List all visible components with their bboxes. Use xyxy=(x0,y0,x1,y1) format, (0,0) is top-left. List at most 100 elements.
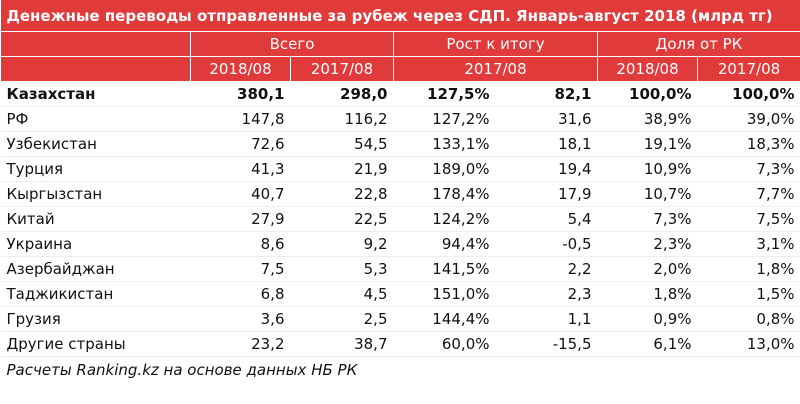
cell: 82,1 xyxy=(495,81,598,107)
table-row: Кыргызстан 40,7 22,8 178,4% 17,9 10,7% 7,7% xyxy=(0,181,800,207)
cell: 2,2 xyxy=(495,256,598,282)
cell: 38,9% xyxy=(597,106,698,132)
title: Денежные переводы отправленные за рубеж … xyxy=(0,0,800,32)
cell: 1,5% xyxy=(697,281,800,307)
group-header: Доля от РК xyxy=(596,31,800,57)
sub-header: 2018/08 xyxy=(597,56,698,82)
cell: 178,4% xyxy=(393,181,496,207)
cell: 94,4% xyxy=(393,231,496,257)
cell: 3,6 xyxy=(190,306,291,332)
cell: 298,0 xyxy=(290,81,394,107)
table-row: Азербайджан 7,5 5,3 141,5% 2,2 2,0% 1,8% xyxy=(0,256,800,282)
row-label: Другие страны xyxy=(0,331,191,357)
header-row: 2018/08 2017/08 2017/08 2018/08 2017/08 xyxy=(0,56,800,82)
cell: 127,2% xyxy=(393,106,496,132)
cell: 7,3% xyxy=(597,206,698,232)
cell: 6,1% xyxy=(597,331,698,357)
table-row: Грузия 3,6 2,5 144,4% 1,1 0,9% 0,8% xyxy=(0,306,800,332)
table-row: РФ 147,8 116,2 127,2% 31,6 38,9% 39,0% xyxy=(0,106,800,132)
row-label: РФ xyxy=(0,106,191,132)
cell: 10,7% xyxy=(597,181,698,207)
header-cell xyxy=(0,31,191,57)
row-label: Узбекистан xyxy=(0,131,191,157)
cell: -0,5 xyxy=(495,231,598,257)
cell: 38,7 xyxy=(290,331,394,357)
cell: 7,5 xyxy=(190,256,291,282)
sub-header: 2018/08 xyxy=(190,56,291,82)
table-row: Китай 27,9 22,5 124,2% 5,4 7,3% 7,5% xyxy=(0,206,800,232)
cell: 189,0% xyxy=(393,156,496,182)
row-label: Таджикистан xyxy=(0,281,191,307)
cell: 18,3% xyxy=(697,131,800,157)
cell: 7,7% xyxy=(697,181,800,207)
cell: 380,1 xyxy=(190,81,291,107)
cell: 21,9 xyxy=(290,156,394,182)
cell: 9,2 xyxy=(290,231,394,257)
cell: 22,8 xyxy=(290,181,394,207)
cell: 40,7 xyxy=(190,181,291,207)
header-row: Всего Рост к итогу Доля от РК xyxy=(0,31,800,57)
cell: 23,2 xyxy=(190,331,291,357)
cell: 54,5 xyxy=(290,131,394,157)
cell: 1,1 xyxy=(495,306,598,332)
cell: 0,8% xyxy=(697,306,800,332)
cell: 19,1% xyxy=(597,131,698,157)
cell: 22,5 xyxy=(290,206,394,232)
cell: 141,5% xyxy=(393,256,496,282)
cell: 151,0% xyxy=(393,281,496,307)
table-row: Турция 41,3 21,9 189,0% 19,4 10,9% 7,3% xyxy=(0,156,800,182)
footer-row: Расчеты Ranking.kz на основе данных НБ Р… xyxy=(0,356,800,382)
group-header: Рост к итогу xyxy=(393,31,598,57)
cell: 133,1% xyxy=(393,131,496,157)
cell: 7,3% xyxy=(697,156,800,182)
footer: Расчеты Ranking.kz на основе данных НБ Р… xyxy=(0,356,800,382)
cell: 2,3 xyxy=(495,281,598,307)
table-row: Узбекистан 72,6 54,5 133,1% 18,1 19,1% 18,3% xyxy=(0,131,800,157)
cell: 0,9% xyxy=(597,306,698,332)
table-body: Казахстан 380,1 298,0 127,5% 82,1 100,0% 100,0… xyxy=(0,81,800,357)
cell: 27,9 xyxy=(190,206,291,232)
table-row: Другие страны 23,2 38,7 60,0% -15,5 6,1% 13,0% xyxy=(0,331,800,357)
row-label: Кыргызстан xyxy=(0,181,191,207)
data-table: Денежные переводы отправленные за рубеж … xyxy=(0,0,800,382)
cell: 39,0% xyxy=(697,106,800,132)
row-label: Украина xyxy=(0,231,191,257)
sub-header: 2017/08 xyxy=(290,56,394,82)
row-label: Грузия xyxy=(0,306,191,332)
cell: 10,9% xyxy=(597,156,698,182)
cell: 116,2 xyxy=(290,106,394,132)
cell: 7,5% xyxy=(697,206,800,232)
group-header: Всего xyxy=(190,31,394,57)
cell: 2,0% xyxy=(597,256,698,282)
cell: -15,5 xyxy=(495,331,598,357)
cell: 4,5 xyxy=(290,281,394,307)
cell: 100,0% xyxy=(697,81,800,107)
row-label: Китай xyxy=(0,206,191,232)
cell: 127,5% xyxy=(393,81,496,107)
cell: 41,3 xyxy=(190,156,291,182)
row-label: Казахстан xyxy=(0,81,191,107)
sub-header: 2017/08 xyxy=(696,56,800,82)
cell: 3,1% xyxy=(697,231,800,257)
header-cell xyxy=(0,56,191,82)
cell: 17,9 xyxy=(495,181,598,207)
table-row: Казахстан 380,1 298,0 127,5% 82,1 100,0% 100,0… xyxy=(0,81,800,107)
cell: 13,0% xyxy=(697,331,800,357)
cell: 31,6 xyxy=(495,106,598,132)
cell: 124,2% xyxy=(393,206,496,232)
row-label: Турция xyxy=(0,156,191,182)
cell: 144,4% xyxy=(393,306,496,332)
cell: 1,8% xyxy=(597,281,698,307)
row-label: Азербайджан xyxy=(0,256,191,282)
cell: 8,6 xyxy=(190,231,291,257)
cell: 19,4 xyxy=(495,156,598,182)
cell: 18,1 xyxy=(495,131,598,157)
table-row: Украина 8,6 9,2 94,4% -0,5 2,3% 3,1% xyxy=(0,231,800,257)
cell: 2,3% xyxy=(597,231,698,257)
title-row: Денежные переводы отправленные за рубеж … xyxy=(0,0,800,32)
cell: 72,6 xyxy=(190,131,291,157)
cell: 147,8 xyxy=(190,106,291,132)
cell: 100,0% xyxy=(597,81,698,107)
cell: 1,8% xyxy=(697,256,800,282)
